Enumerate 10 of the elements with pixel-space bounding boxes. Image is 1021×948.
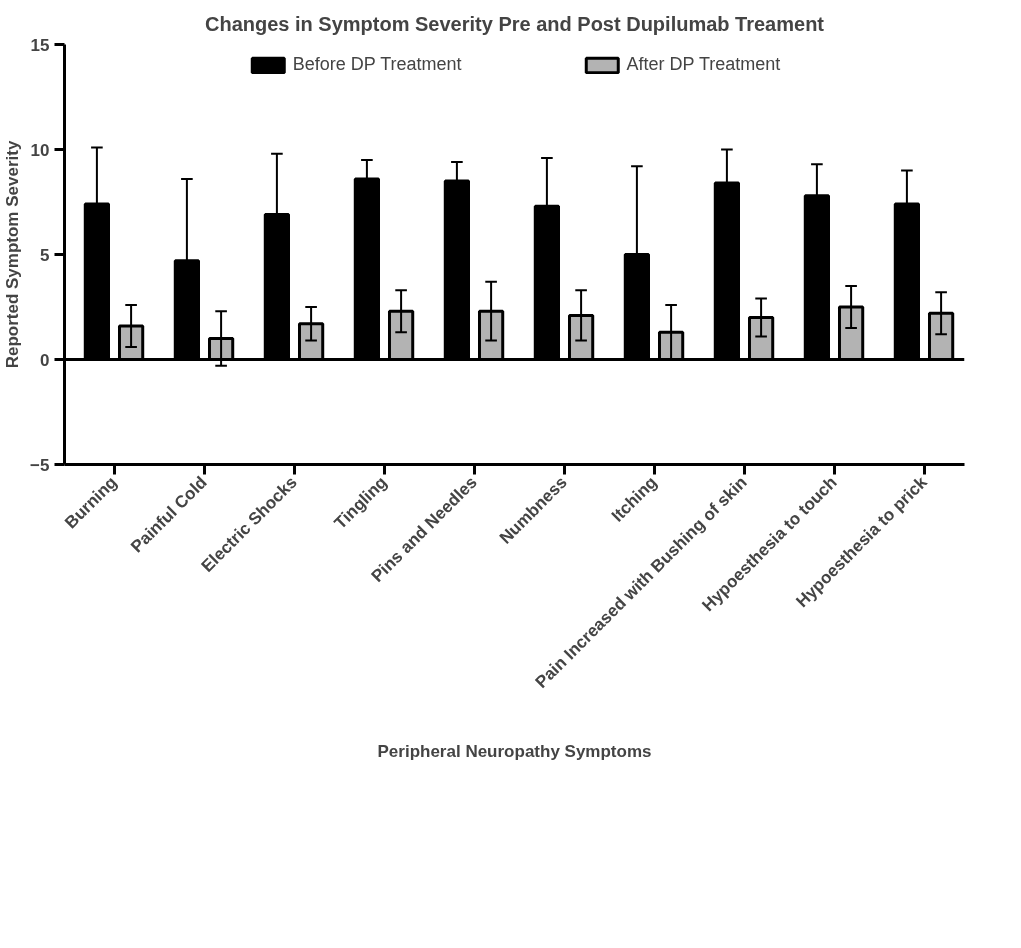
y-axis-title: Reported Symptom Severity [3,140,23,369]
y-tick-label: −5 [30,455,50,475]
y-tick-label: 10 [30,140,50,160]
y-tick-label: 0 [40,350,50,370]
legend-label: Before DP Treatment [292,54,462,75]
x-axis-title: Peripheral Neuropathy Symptoms [377,741,652,761]
y-tick-label: 5 [40,245,50,265]
legend-label: After DP Treatment [626,54,781,75]
y-tick-label: 15 [30,35,50,55]
chart-title: Changes in Symptom Severity Pre and Post Dupilumab Treament [204,12,825,35]
